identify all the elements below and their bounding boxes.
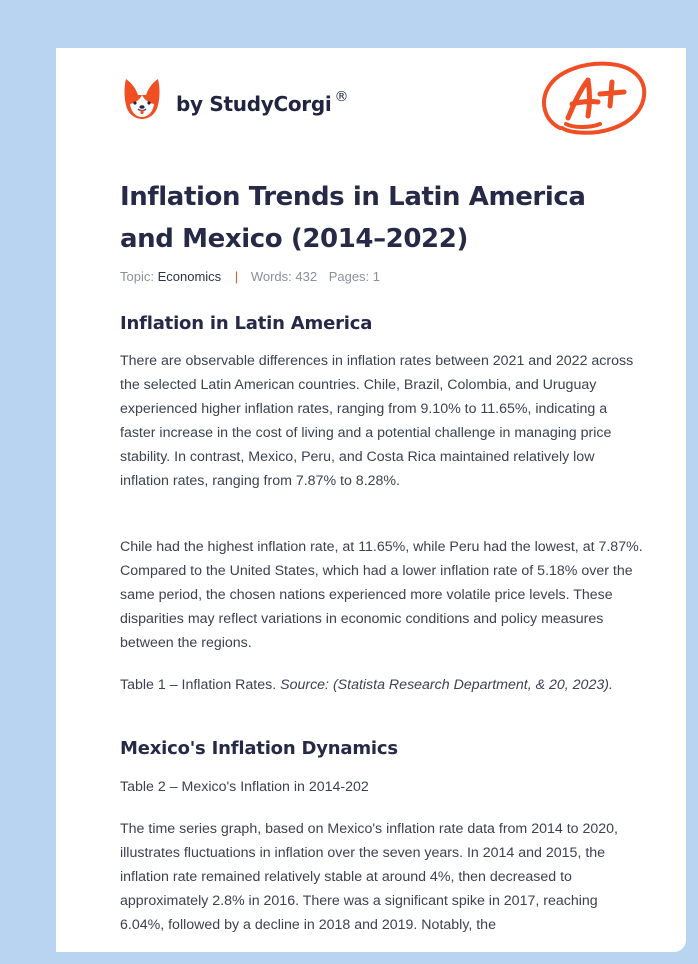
document-meta: Topic: Economics | Words: 432 Pages: 1: [120, 269, 380, 284]
section-heading-mexico: Mexico's Inflation Dynamics: [120, 738, 398, 759]
word-count: Words: 432: [250, 269, 318, 284]
brand-name-text: by StudyCorgi: [176, 92, 332, 116]
studycorgi-logo[interactable]: by StudyCorgi ®: [122, 76, 349, 122]
a-plus-icon: [542, 61, 647, 135]
topic-label: Topic:: [120, 269, 154, 284]
meta-separator: |: [234, 269, 239, 284]
page-count: Pages: 1: [328, 269, 381, 284]
caption-source: Source: (Statista Research Department, &…: [280, 677, 613, 693]
paragraph: The time series graph, based on Mexico's…: [120, 821, 618, 933]
registered-mark: ®: [334, 89, 349, 105]
brand-name: by StudyCorgi ®: [176, 89, 349, 116]
corgi-icon: [124, 79, 160, 119]
page-title: Inflation Trends in Latin America and Me…: [120, 182, 586, 254]
topic-link[interactable]: Economics: [157, 269, 222, 284]
paragraph: Chile had the highest inflation rate, at…: [120, 539, 643, 651]
paragraph: There are observable differences in infl…: [120, 353, 634, 489]
section-heading-latin-america: Inflation in Latin America: [120, 313, 373, 334]
caption-label: Table 1 – Inflation Rates.: [120, 677, 281, 693]
table-caption: Table 1 – Inflation Rates. Source: (Stat…: [120, 673, 644, 697]
document-card: by StudyCorgi ® Inflation Trends in Latin…: [56, 48, 686, 952]
table-caption: Table 2 – Mexico's Inflation in 2014-202: [120, 779, 369, 795]
